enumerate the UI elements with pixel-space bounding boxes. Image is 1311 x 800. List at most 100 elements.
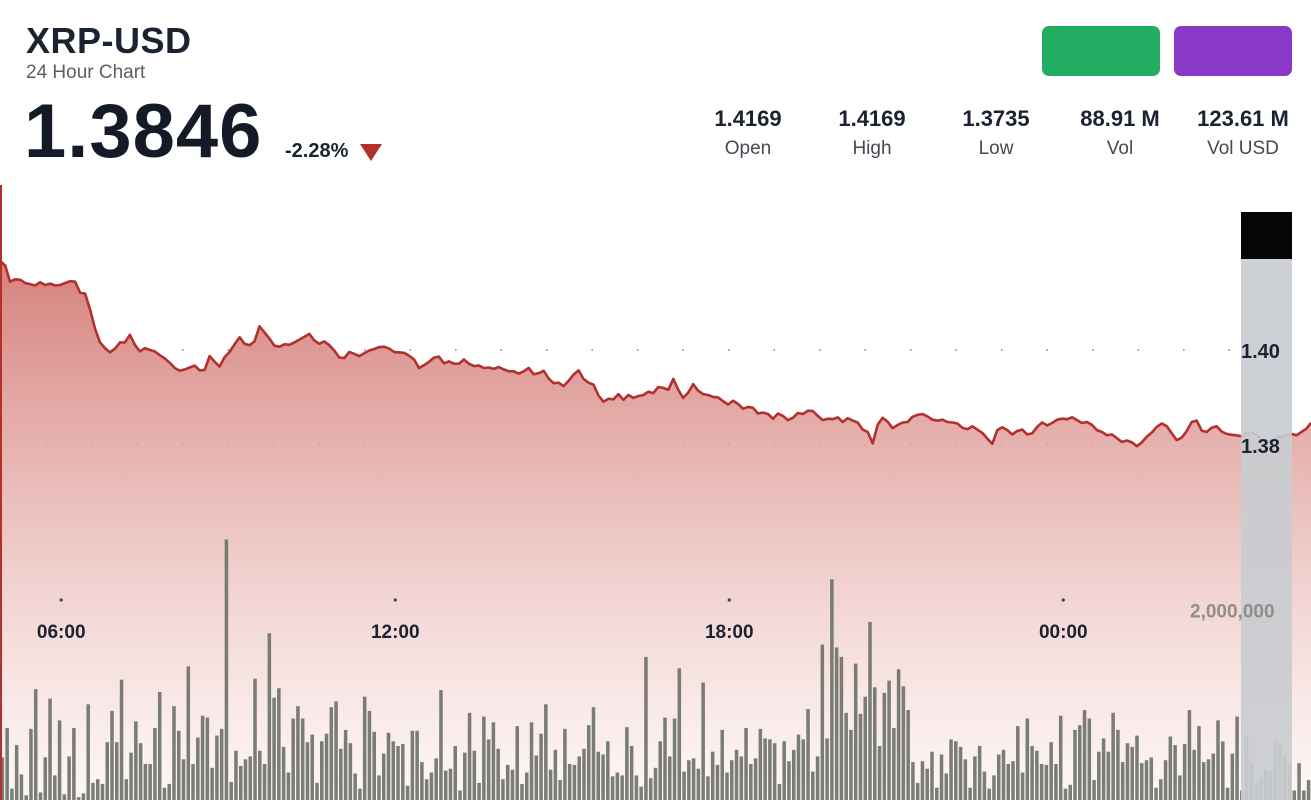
volume-bar <box>901 686 906 800</box>
volume-bar <box>815 756 820 800</box>
volume-bar <box>949 739 953 800</box>
volume-bar <box>525 772 529 800</box>
volume-bar <box>1082 710 1087 800</box>
volume-bar <box>744 728 748 800</box>
volume-bar <box>162 787 167 800</box>
stat-open-label: Open <box>724 138 772 159</box>
volume-bar <box>348 743 353 800</box>
volume-bar <box>787 761 791 800</box>
volume-bar <box>706 776 710 800</box>
volume-bar <box>339 748 343 800</box>
volume-bar <box>1159 779 1163 800</box>
volume-bar <box>134 721 138 800</box>
volume-bar <box>1073 729 1077 800</box>
volume-bar <box>996 754 1001 800</box>
volume-bar <box>853 663 858 800</box>
volume-bar <box>520 783 524 800</box>
price-change: -2.28% <box>285 140 349 162</box>
volume-bar <box>477 782 481 800</box>
volume-bar <box>176 730 181 800</box>
volume-bar <box>1068 784 1072 800</box>
volume-bar <box>563 728 567 800</box>
price-line <box>0 259 1311 448</box>
scale-handle[interactable] <box>1241 212 1292 259</box>
volume-bar <box>320 741 324 800</box>
volume-bar <box>262 764 267 800</box>
volume-bar <box>939 754 944 800</box>
green-button[interactable] <box>1042 26 1160 76</box>
volume-bar <box>644 656 648 800</box>
volume-bar <box>648 778 653 800</box>
volume-bar <box>973 756 977 800</box>
volume-bar <box>501 779 505 800</box>
volume-bar <box>620 775 624 800</box>
volume-bar <box>76 797 81 800</box>
volume-bar <box>1206 759 1211 800</box>
volume-bar <box>1097 751 1101 800</box>
volume-bar <box>300 718 305 800</box>
volume-bar <box>515 726 519 800</box>
volume-bar <box>1197 726 1201 800</box>
volume-bar <box>153 728 157 800</box>
volume-bar <box>915 782 920 800</box>
volume-bar <box>1292 790 1297 800</box>
volume-bar <box>806 709 810 800</box>
volume-bar <box>95 779 100 800</box>
volume-bar <box>1221 741 1225 800</box>
volume-bar <box>234 750 238 800</box>
volume-bar <box>467 712 472 800</box>
volume-bar <box>944 773 949 800</box>
volume-bar <box>486 739 491 800</box>
volume-bar <box>1049 742 1053 800</box>
volume-bar <box>67 756 71 800</box>
volume-bar <box>1039 764 1044 800</box>
volume-bar <box>1187 710 1192 800</box>
volume-bar <box>911 762 915 800</box>
volume-bar <box>1116 729 1120 800</box>
volume-bar <box>1302 790 1306 800</box>
volume-bar <box>868 621 872 800</box>
volume-bar <box>834 647 839 800</box>
volume-bar <box>925 768 929 800</box>
volume-bar <box>210 767 214 800</box>
stat-high-label: High <box>852 138 892 159</box>
current-price: 1.3846 <box>24 89 263 174</box>
volume-bar <box>977 746 982 800</box>
volume-bar <box>420 762 424 800</box>
volume-bar <box>81 793 86 800</box>
volume-bar <box>920 761 925 800</box>
stat-vol-usd-value: 123.61 M <box>1197 106 1289 131</box>
volume-bar <box>439 690 443 800</box>
volume-bar <box>19 774 24 800</box>
volume-bar <box>1044 764 1049 800</box>
volume-bar <box>1173 745 1177 800</box>
volume-bar <box>258 750 262 800</box>
volume-bar <box>1054 764 1058 800</box>
volume-bar <box>443 770 448 800</box>
volume-bar <box>958 746 963 800</box>
volume-bar <box>429 772 434 800</box>
volume-bar <box>219 728 224 800</box>
volume-bar <box>229 782 233 800</box>
volume-bar <box>334 701 338 800</box>
volume-bar <box>1182 744 1187 800</box>
volume-bar <box>1006 764 1011 800</box>
volume-bar <box>124 779 129 800</box>
volume-bar <box>634 775 639 800</box>
volume-bar <box>129 752 133 800</box>
volume-bar <box>1030 746 1034 800</box>
volume-bar <box>710 751 715 800</box>
volume-bar <box>381 753 386 800</box>
volume-bar <box>1106 751 1111 800</box>
volume-bar <box>358 788 362 800</box>
volume-bar <box>224 539 229 800</box>
purple-button[interactable] <box>1174 26 1292 76</box>
volume-bar <box>930 751 934 800</box>
volume-bar <box>768 739 772 800</box>
volume-bar <box>1020 772 1025 800</box>
volume-bar <box>138 743 143 800</box>
volume-bar <box>906 710 910 800</box>
volume-bar <box>801 739 806 800</box>
volume-bar <box>5 728 9 800</box>
